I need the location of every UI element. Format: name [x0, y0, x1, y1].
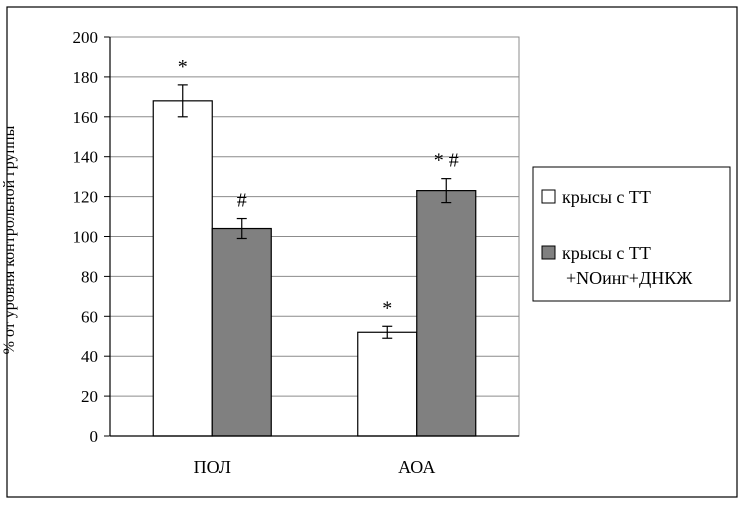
bar-series-1-АОА: [357, 331, 418, 437]
bar-series-2-АОА: [416, 190, 477, 437]
bar-series-1-ПОЛ: [152, 100, 213, 437]
y-axis-label: % от уровня контрольной группы: [1, 125, 18, 354]
y-tick-label: 140: [73, 148, 99, 167]
category-labels: ПОЛ АОА: [194, 457, 436, 477]
x-category-label: ПОЛ: [194, 457, 231, 477]
y-tick-label: 60: [81, 307, 98, 326]
legend-label-series-1: крысы с ТТ: [562, 187, 651, 207]
y-tick-label: 40: [81, 347, 98, 366]
significance-marker: *: [178, 56, 188, 78]
significance-marker: * #: [434, 150, 459, 172]
y-ticks: 0 20 40 60 80 100 120 140 160 180 200: [73, 28, 110, 446]
bar-series-2-ПОЛ: [211, 227, 272, 437]
significance-marker: #: [237, 190, 247, 212]
legend-label-series-2-line-1: крысы с ТТ: [562, 243, 651, 263]
x-category-label: АОА: [398, 457, 435, 477]
y-tick-label: 0: [90, 427, 99, 446]
chart-frame: [6, 6, 738, 498]
bars: * # * * #: [152, 56, 477, 437]
legend: крысы с ТТ крысы с ТТ +NOинг+ДНКЖ: [532, 166, 731, 302]
y-tick-label: 80: [81, 267, 98, 286]
plot-area: [109, 36, 520, 437]
legend-swatch-series-1: [541, 189, 556, 204]
y-tick-label: 200: [73, 28, 99, 47]
y-tick-label: 120: [73, 188, 99, 207]
y-tick-label: 100: [73, 228, 99, 247]
y-tick-label: 180: [73, 68, 99, 87]
y-tick-label: 160: [73, 108, 99, 127]
significance-marker: *: [382, 297, 392, 319]
legend-label-series-2-line-2: +NOинг+ДНКЖ: [566, 268, 693, 288]
legend-swatch-series-2: [541, 245, 556, 260]
y-tick-label: 20: [81, 387, 98, 406]
legend-box: [532, 166, 731, 302]
